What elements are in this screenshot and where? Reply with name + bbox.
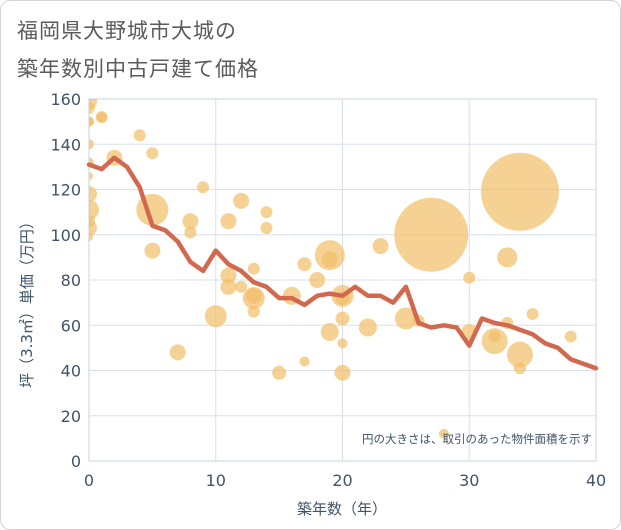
x-tick-label: 10 bbox=[206, 471, 226, 490]
bubble-point bbox=[245, 287, 262, 304]
bubble-point bbox=[335, 311, 350, 326]
bubble-point bbox=[184, 226, 197, 239]
x-tick-label: 30 bbox=[459, 471, 479, 490]
bubble-point bbox=[204, 305, 227, 328]
bubble-point bbox=[89, 139, 94, 150]
bubble-point bbox=[438, 428, 449, 439]
bubble-point bbox=[394, 197, 469, 272]
bubble-point bbox=[297, 257, 312, 272]
bubble-point bbox=[337, 338, 348, 349]
bubble-point bbox=[526, 307, 539, 320]
bubble-point bbox=[146, 147, 159, 160]
y-tick-label: 100 bbox=[50, 226, 81, 245]
bubble-point bbox=[144, 242, 161, 259]
bubble-point bbox=[564, 330, 577, 343]
bubble-point bbox=[506, 341, 533, 368]
bubble-point bbox=[220, 213, 237, 230]
bubble-point bbox=[299, 356, 310, 367]
x-tick-label: 0 bbox=[84, 471, 94, 490]
bubble-point bbox=[89, 233, 93, 242]
bubble-point bbox=[513, 362, 526, 375]
y-tick-label: 120 bbox=[50, 181, 81, 200]
bubble-point bbox=[96, 112, 107, 123]
bubble-point bbox=[260, 206, 273, 219]
bubble-point bbox=[182, 213, 199, 230]
bubble-point bbox=[89, 116, 94, 127]
bubble-point bbox=[358, 318, 377, 337]
y-axis-label: 坪（3.3㎡）単価（万円） bbox=[18, 214, 36, 388]
bubble-point bbox=[220, 278, 237, 295]
bubble-point bbox=[488, 330, 501, 343]
bubble-point bbox=[463, 271, 476, 284]
x-tick-label: 20 bbox=[332, 471, 352, 490]
bubble-point bbox=[334, 364, 351, 381]
bubble-point bbox=[247, 262, 260, 275]
bubble-point bbox=[497, 247, 518, 268]
bubble-point bbox=[321, 251, 338, 268]
size-legend-note: 円の大きさは、取引のあった物件面積を示す bbox=[362, 432, 592, 446]
y-tick-label: 0 bbox=[71, 452, 81, 471]
bubble-point bbox=[89, 102, 95, 115]
y-tick-label: 40 bbox=[61, 362, 81, 381]
bubble-point bbox=[247, 305, 260, 318]
bubble-point bbox=[480, 152, 559, 231]
bubble-point bbox=[197, 181, 210, 194]
bubble-point bbox=[260, 221, 273, 234]
bubble-point bbox=[89, 186, 97, 203]
average-line-layer bbox=[86, 155, 599, 371]
bubble-point bbox=[309, 272, 326, 288]
y-tick-label: 20 bbox=[61, 407, 81, 426]
y-tick-label: 140 bbox=[50, 135, 81, 154]
y-tick-label: 60 bbox=[61, 316, 81, 335]
bubble-point bbox=[89, 171, 93, 180]
bubble-point bbox=[320, 323, 339, 342]
bubble-point bbox=[220, 267, 237, 284]
bubble-point bbox=[89, 199, 99, 220]
average-price-line bbox=[86, 155, 599, 371]
y-tick-label: 160 bbox=[50, 90, 81, 109]
bubble-point bbox=[272, 365, 287, 380]
bubble-point bbox=[89, 219, 97, 236]
x-axis-label: 築年数（年） bbox=[297, 500, 387, 518]
x-tick-label: 40 bbox=[586, 471, 606, 490]
y-tick-label: 80 bbox=[61, 271, 81, 290]
bubble-point bbox=[372, 238, 389, 255]
bubble-point bbox=[235, 280, 248, 293]
bubble-point bbox=[169, 344, 186, 361]
tick-labels: 0 20 40 60 80 100 120 140 160 0 10 20 30 40 bbox=[50, 90, 606, 490]
bubble-point bbox=[133, 129, 146, 142]
bubble-point bbox=[233, 192, 250, 209]
chart-title-line-1: 福岡県大野城市大城の bbox=[17, 19, 237, 43]
bubble-point bbox=[394, 307, 417, 330]
chart-title-line-2: 築年数別中古戸建て価格 bbox=[17, 57, 259, 81]
